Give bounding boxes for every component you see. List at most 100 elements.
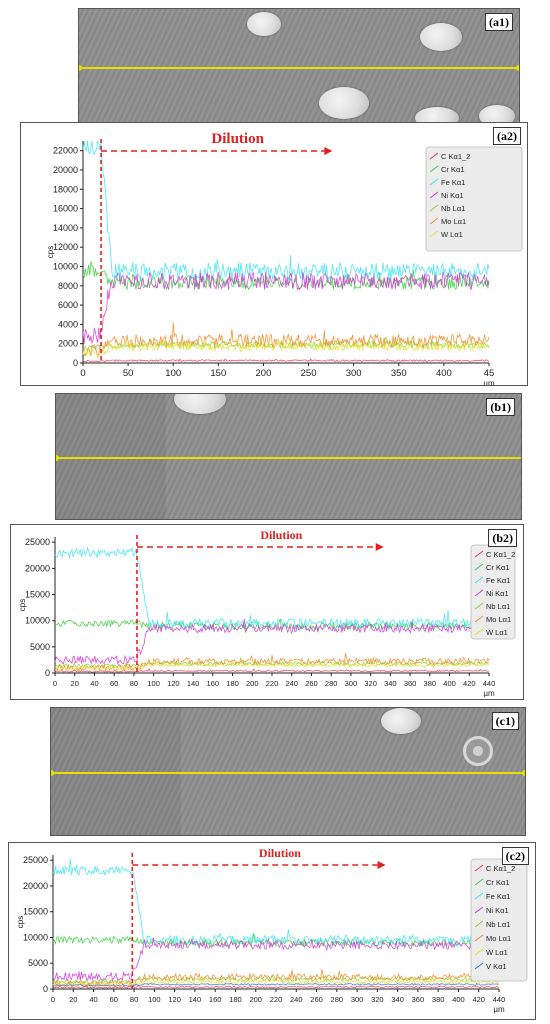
x-tick-label: 20 <box>71 679 79 688</box>
x-tick-label: 360 <box>404 679 417 688</box>
chart-title: Dilution <box>259 846 301 860</box>
panel-label: (c1) <box>491 712 519 730</box>
x-tick-label: 200 <box>246 679 259 688</box>
x-tick-label: 150 <box>210 368 226 379</box>
legend-label: Mo Lα1 <box>486 615 511 624</box>
dilution-arrowhead <box>377 861 386 869</box>
series-line-v <box>52 983 500 987</box>
legend-label: W Lα1 <box>441 230 463 239</box>
x-tick-label: 120 <box>167 679 180 688</box>
x-tick-label: 280 <box>331 995 344 1004</box>
y-tick-label: 6000 <box>58 300 78 310</box>
x-tick-label: 360 <box>412 995 425 1004</box>
x-tick-label: 400 <box>452 995 465 1004</box>
line-scan-path <box>56 457 521 459</box>
particle <box>420 23 462 51</box>
y-axis-label: cps <box>18 599 27 611</box>
legend-swatch <box>429 165 439 173</box>
x-tick-label: 300 <box>345 679 358 688</box>
series-line-mo <box>82 322 490 359</box>
series-line-c <box>52 984 500 989</box>
x-tick-label: 320 <box>364 679 377 688</box>
x-tick-label: 380 <box>432 995 445 1004</box>
x-tick-label: 340 <box>391 995 404 1004</box>
y-tick-label: 22000 <box>53 146 78 156</box>
linescan-chart-b2: 0 5000 10000 15000 20000 25000 0 20 40 60 80 100 120… <box>10 524 524 700</box>
y-tick-label: 8000 <box>58 281 78 291</box>
y-tick-label: 10000 <box>53 261 78 271</box>
sem-shading <box>51 708 181 835</box>
y-tick-label: 18000 <box>53 184 78 194</box>
legend-label: V Kα1 <box>486 962 507 971</box>
y-axis-label: cps <box>46 246 55 258</box>
y-tick-label: 15000 <box>25 590 50 600</box>
x-tick-label: 100 <box>165 368 181 379</box>
x-tick-label: 60 <box>110 995 118 1004</box>
y-axis-label: cps <box>16 916 25 928</box>
y-tick-label: 25000 <box>23 855 48 865</box>
line-scan-path <box>79 67 519 69</box>
x-tick-label: 340 <box>384 679 397 688</box>
x-tick-label: 300 <box>346 368 362 379</box>
chart-title: Dilution <box>260 528 302 542</box>
chart-svg: 0 5000 10000 15000 20000 25000 0 20 40 60 80 100 120… <box>18 528 516 698</box>
x-tick-label: 200 <box>256 368 272 379</box>
x-tick-label: 240 <box>285 679 298 688</box>
legend-label: Nb Lα1 <box>486 602 510 611</box>
series-line-ni <box>54 618 490 665</box>
sem-image-a1: (a1) <box>78 8 520 124</box>
legend-swatch <box>474 589 484 597</box>
legend-swatch <box>429 217 439 225</box>
particle <box>463 736 493 766</box>
legend-label: C Kα1_2 <box>486 864 515 873</box>
x-tick-label: 220 <box>266 679 279 688</box>
sem-image-c1: (c1) <box>50 707 526 836</box>
series-line-ni <box>82 271 490 345</box>
series-line-mo <box>54 653 490 673</box>
line-scan-start <box>79 65 82 71</box>
x-tick-label: 240 <box>290 995 303 1004</box>
x-tick-label: 140 <box>189 995 202 1004</box>
legend-swatch <box>429 152 439 160</box>
legend-box <box>470 858 528 982</box>
x-tick-label: 260 <box>310 995 323 1004</box>
y-tick-label: 5000 <box>28 958 48 968</box>
x-tick-label: 100 <box>147 679 160 688</box>
legend-label: Ni Kα1 <box>441 191 464 200</box>
series-line-fe <box>52 858 500 948</box>
series-line-nb <box>54 658 490 669</box>
x-tick-label: 45 <box>484 368 495 379</box>
particle <box>247 12 281 36</box>
line-scan-end <box>516 65 519 71</box>
legend-label: Ni Kα1 <box>486 589 509 598</box>
x-tick-label: 440 <box>483 679 496 688</box>
x-tick-label: 400 <box>443 679 456 688</box>
y-tick-label: 0 <box>73 358 78 368</box>
legend-swatch <box>429 191 439 199</box>
series-line-w <box>52 977 500 987</box>
legend-label: Mo Lα1 <box>441 217 466 226</box>
sem-texture <box>51 708 525 835</box>
x-tick-label: 40 <box>89 995 97 1004</box>
x-tick-label: 220 <box>270 995 283 1004</box>
legend-swatch <box>474 948 484 956</box>
legend-label: Mo Lα1 <box>486 934 511 943</box>
sem-shading <box>56 394 166 519</box>
x-tick-label: 140 <box>187 679 200 688</box>
x-tick-label: 420 <box>472 995 485 1004</box>
x-tick-label: 350 <box>391 368 407 379</box>
series-line-fe <box>54 546 490 630</box>
legend-label: Cr Kα1 <box>486 878 510 887</box>
y-tick-label: 16000 <box>53 204 78 214</box>
particle <box>174 394 226 414</box>
legend-label: Fe Kα1 <box>486 576 510 585</box>
legend-swatch <box>429 230 439 238</box>
legend-swatch <box>474 576 484 584</box>
sem-image-b1: (b1) <box>55 393 522 520</box>
series-line-cr <box>54 618 490 631</box>
line-scan-start <box>56 455 59 461</box>
legend-label: W Lα1 <box>486 628 508 637</box>
y-tick-label: 14000 <box>53 223 78 233</box>
y-tick-label: 4000 <box>58 319 78 329</box>
series-line-c <box>54 668 490 673</box>
